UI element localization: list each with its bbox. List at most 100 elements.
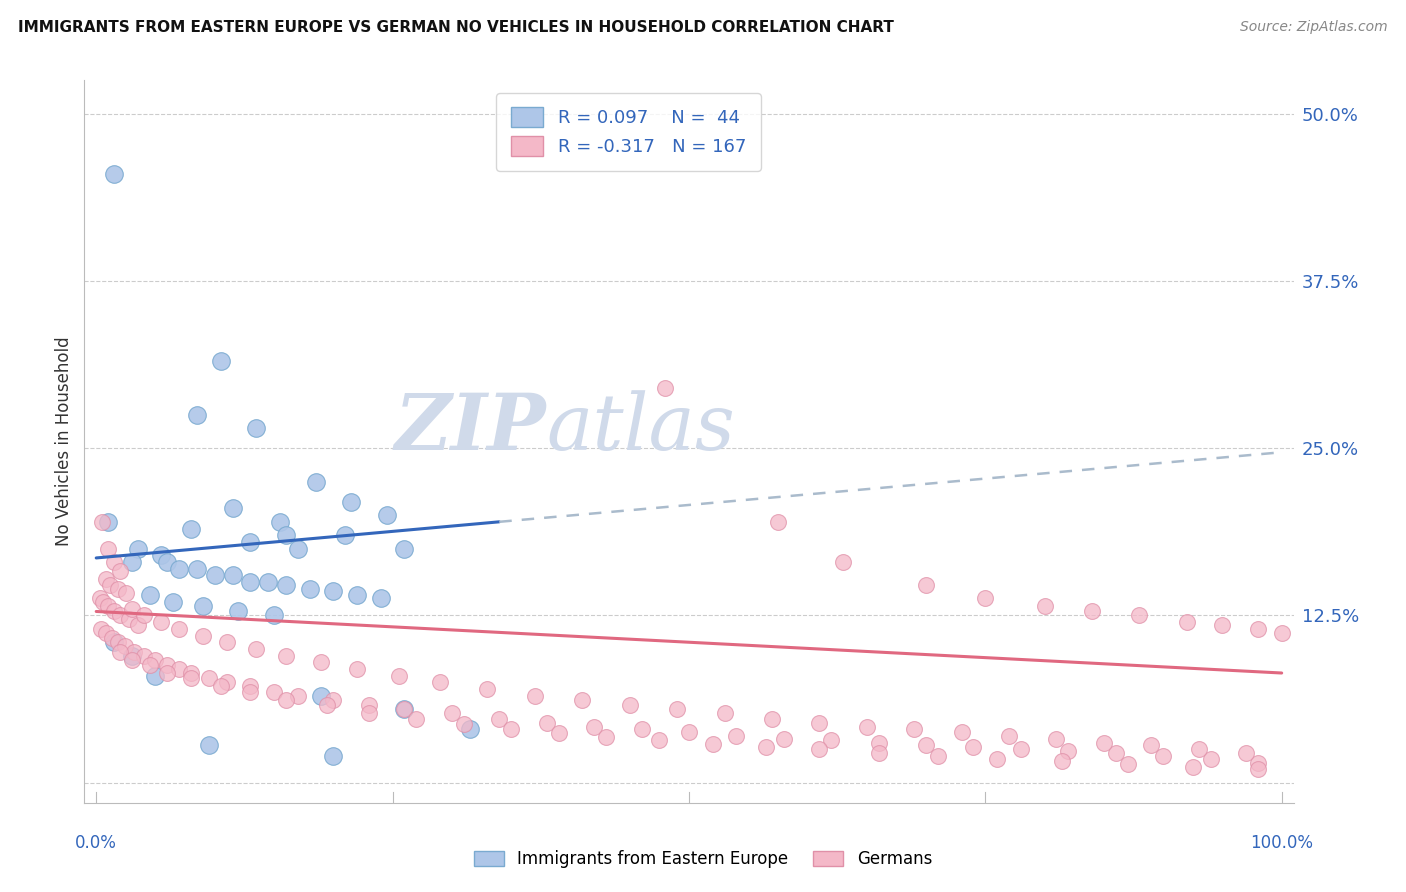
Point xyxy=(145,669,167,683)
Point xyxy=(915,739,938,753)
Point xyxy=(198,671,221,685)
Point xyxy=(103,555,125,569)
Text: 100.0%: 100.0% xyxy=(1250,833,1313,852)
Point xyxy=(121,602,143,616)
Point xyxy=(333,528,356,542)
Text: 0.0%: 0.0% xyxy=(76,833,117,852)
Point xyxy=(571,692,593,706)
Point xyxy=(180,671,202,685)
Point xyxy=(103,167,125,181)
Point xyxy=(702,737,724,751)
Point xyxy=(121,555,143,569)
Point xyxy=(132,608,155,623)
Point xyxy=(429,675,451,690)
Point xyxy=(357,706,380,721)
Point xyxy=(100,578,122,592)
Point xyxy=(263,685,285,699)
Point xyxy=(198,739,221,753)
Legend: R = 0.097    N =  44, R = -0.317   N = 167: R = 0.097 N = 44, R = -0.317 N = 167 xyxy=(496,93,761,170)
Point xyxy=(167,562,190,576)
Point xyxy=(1140,739,1163,753)
Point xyxy=(962,739,984,754)
Point xyxy=(340,494,363,508)
Point xyxy=(94,626,117,640)
Point xyxy=(346,589,368,603)
Point xyxy=(167,622,190,636)
Point xyxy=(191,628,214,642)
Point xyxy=(394,541,416,556)
Point xyxy=(186,562,208,576)
Text: Source: ZipAtlas.com: Source: ZipAtlas.com xyxy=(1240,20,1388,34)
Point xyxy=(1081,605,1104,619)
Point xyxy=(453,717,475,731)
Point xyxy=(239,534,262,549)
Point xyxy=(654,381,676,395)
Point xyxy=(91,515,114,529)
Text: atlas: atlas xyxy=(547,390,735,467)
Point xyxy=(127,541,149,556)
Point xyxy=(156,665,179,680)
Point xyxy=(239,680,262,694)
Point xyxy=(648,733,671,747)
Point xyxy=(287,689,309,703)
Point xyxy=(678,724,700,739)
Point xyxy=(150,615,173,630)
Point xyxy=(855,719,877,733)
Point xyxy=(269,515,291,529)
Point xyxy=(132,648,155,663)
Point xyxy=(1116,756,1139,771)
Point xyxy=(311,689,333,703)
Point xyxy=(316,698,339,712)
Point xyxy=(1057,744,1080,758)
Point xyxy=(1247,762,1270,776)
Point xyxy=(107,635,129,649)
Point xyxy=(1199,751,1222,765)
Point xyxy=(245,421,267,435)
Point xyxy=(1105,746,1128,760)
Point xyxy=(322,584,344,599)
Point xyxy=(91,595,114,609)
Point xyxy=(808,715,831,730)
Point xyxy=(619,698,641,712)
Point xyxy=(186,408,208,422)
Point xyxy=(204,568,226,582)
Point xyxy=(263,608,285,623)
Point xyxy=(1211,617,1233,632)
Point xyxy=(108,565,131,579)
Point xyxy=(167,662,190,676)
Point xyxy=(221,501,243,516)
Point xyxy=(1234,746,1257,760)
Point xyxy=(387,669,409,683)
Point xyxy=(180,521,202,535)
Point xyxy=(228,605,250,619)
Point xyxy=(357,698,380,712)
Point xyxy=(162,595,184,609)
Point xyxy=(440,706,463,721)
Point xyxy=(121,653,143,667)
Point xyxy=(1271,626,1294,640)
Point xyxy=(405,712,427,726)
Point xyxy=(298,582,321,596)
Point xyxy=(630,723,652,737)
Point xyxy=(820,733,842,747)
Point xyxy=(274,648,297,663)
Point xyxy=(322,692,344,706)
Point xyxy=(215,675,238,690)
Point xyxy=(998,729,1021,743)
Point xyxy=(97,541,120,556)
Point xyxy=(239,685,262,699)
Point xyxy=(1188,742,1211,756)
Point xyxy=(346,662,368,676)
Point xyxy=(304,475,326,489)
Point xyxy=(115,586,138,600)
Point xyxy=(394,702,416,716)
Point xyxy=(150,548,173,563)
Point xyxy=(1045,731,1067,746)
Point xyxy=(986,751,1008,765)
Point xyxy=(501,723,523,737)
Point xyxy=(974,591,997,606)
Point xyxy=(1175,615,1198,630)
Point xyxy=(868,735,890,749)
Y-axis label: No Vehicles in Household: No Vehicles in Household xyxy=(55,336,73,547)
Point xyxy=(103,635,125,649)
